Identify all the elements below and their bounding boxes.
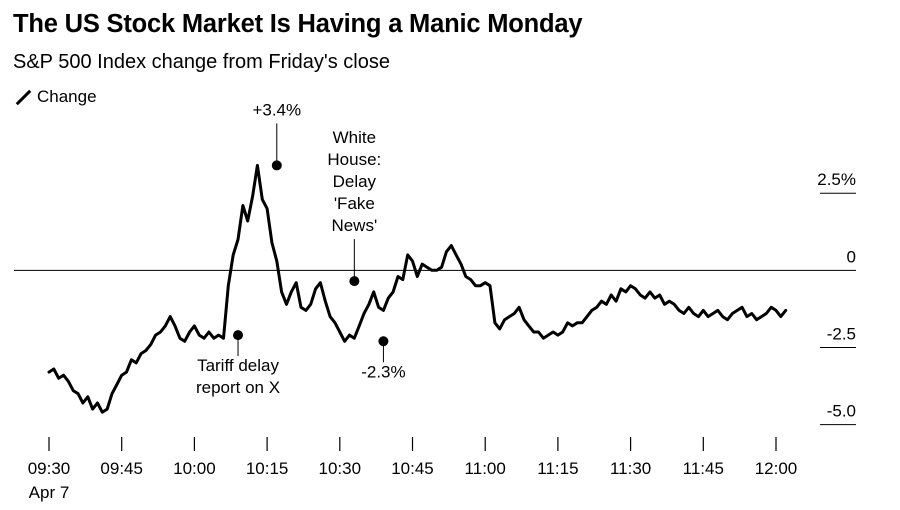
- x-tick-label: 10:30: [319, 459, 362, 478]
- chart-subtitle: S&P 500 Index change from Friday's close: [13, 51, 390, 73]
- annotation-label: Tariff delay: [197, 356, 279, 375]
- legend: Change: [13, 87, 97, 107]
- x-tick-label: 11:00: [465, 459, 506, 478]
- annotation-label: 'Fake: [334, 194, 375, 213]
- annotation-point: [349, 276, 360, 287]
- series-line: [47, 163, 788, 414]
- annotation-point: [378, 336, 389, 347]
- x-tick-label: 09:45: [100, 459, 143, 478]
- annotation-label: report on X: [196, 378, 280, 397]
- series-layer: [47, 163, 788, 414]
- x-tick-label: 11:15: [537, 459, 578, 478]
- x-tick-label: 10:15: [246, 459, 289, 478]
- y-tick-label: 0: [847, 247, 856, 266]
- annotation-point: [233, 330, 244, 341]
- x-tick-label: 10:45: [391, 459, 434, 478]
- annotation-point: [271, 160, 282, 171]
- y-tick-label: 2.5%: [817, 170, 856, 189]
- legend-label: Change: [37, 87, 97, 106]
- annotation-label: House:: [327, 150, 381, 169]
- axis-layer: 2.5% 0 -2.5 -5.0 09:30 Apr 7 09:45 10:00 10:15 10…: [14, 170, 856, 502]
- marker-layer: Tariff delay report on X +3.4% White House: D…: [196, 100, 406, 397]
- x-tick-label: 12:00: [755, 459, 798, 478]
- x-tick-label: 11:30: [610, 459, 651, 478]
- annotation-label: -2.3%: [361, 362, 405, 381]
- y-tick-label: -5.0: [827, 402, 856, 421]
- annotation-label: News': [331, 216, 377, 235]
- x-tick-label: 10:00: [173, 459, 216, 478]
- y-tick-label: -2.5: [827, 324, 856, 343]
- x-tick-label: 11:45: [683, 459, 724, 478]
- x-tick-sublabel: Apr 7: [29, 483, 70, 502]
- annotation-label: Delay: [333, 172, 377, 191]
- x-tick-label: 09:30: [28, 459, 71, 478]
- annotation-label: White: [333, 128, 376, 147]
- annotation-label: +3.4%: [252, 100, 301, 119]
- chart-title: The US Stock Market Is Having a Manic Mo…: [13, 10, 583, 38]
